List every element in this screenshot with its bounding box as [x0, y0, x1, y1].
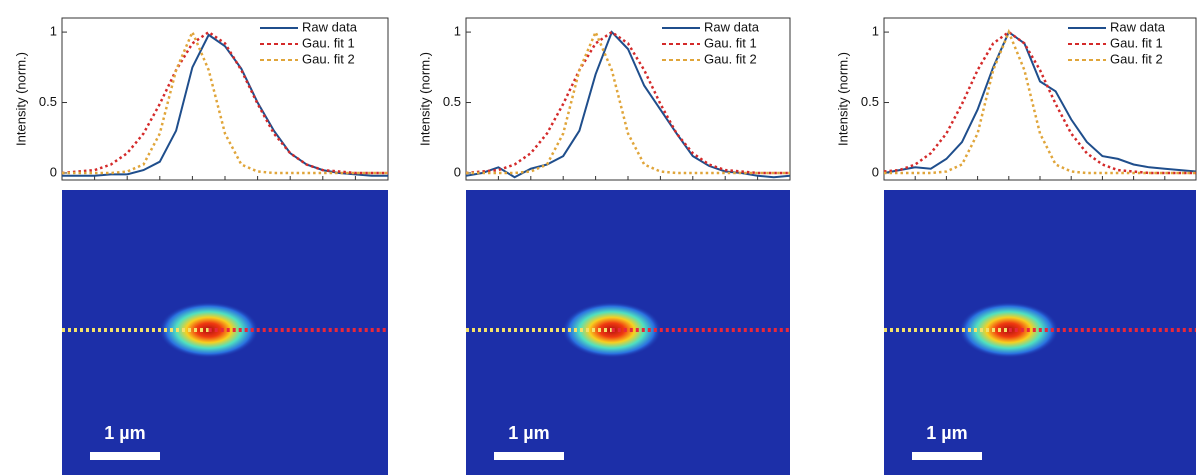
- legend-label: Gau. fit 1: [1110, 35, 1163, 50]
- legend-label: Gau. fit 2: [1110, 51, 1163, 66]
- legend-label: Gau. fit 1: [704, 35, 757, 50]
- series-line: [883, 30, 1196, 175]
- legend-label: Gau. fit 1: [302, 35, 355, 50]
- y-axis-label: Intensity (norm.): [835, 52, 850, 146]
- series-line: [61, 30, 388, 175]
- series-line: [465, 30, 790, 175]
- legend-label: Raw data: [1110, 19, 1166, 34]
- scale-bar: [494, 452, 564, 460]
- y-tick-label: 1: [872, 24, 879, 39]
- series-line: [884, 28, 1196, 175]
- scale-bar: [90, 452, 160, 460]
- legend-label: Raw data: [704, 19, 760, 34]
- scale-bar-label: 1 µm: [926, 423, 967, 443]
- y-tick-label: 0: [872, 164, 879, 179]
- series-line: [62, 28, 388, 175]
- legend-label: Raw data: [302, 19, 358, 34]
- y-tick-label: 0: [454, 164, 461, 179]
- series-line: [466, 28, 790, 175]
- y-tick-label: 0.5: [861, 94, 879, 109]
- y-tick-label: 1: [454, 24, 461, 39]
- y-tick-label: 1: [50, 24, 57, 39]
- plot-frame: [883, 17, 1197, 181]
- scale-bar-label: 1 µm: [104, 423, 145, 443]
- legend-label: Gau. fit 2: [704, 51, 757, 66]
- y-tick-label: 0.5: [39, 94, 57, 109]
- series-line: [883, 30, 1197, 174]
- y-axis-label: Intensity (norm.): [417, 52, 432, 146]
- series-line: [465, 30, 791, 179]
- y-tick-label: 0.5: [443, 94, 461, 109]
- y-axis-label: Intensity (norm.): [13, 52, 28, 146]
- scale-bar-label: 1 µm: [508, 423, 549, 443]
- legend-label: Gau. fit 2: [302, 51, 355, 66]
- scale-bar: [912, 452, 982, 460]
- y-tick-label: 0: [50, 164, 57, 179]
